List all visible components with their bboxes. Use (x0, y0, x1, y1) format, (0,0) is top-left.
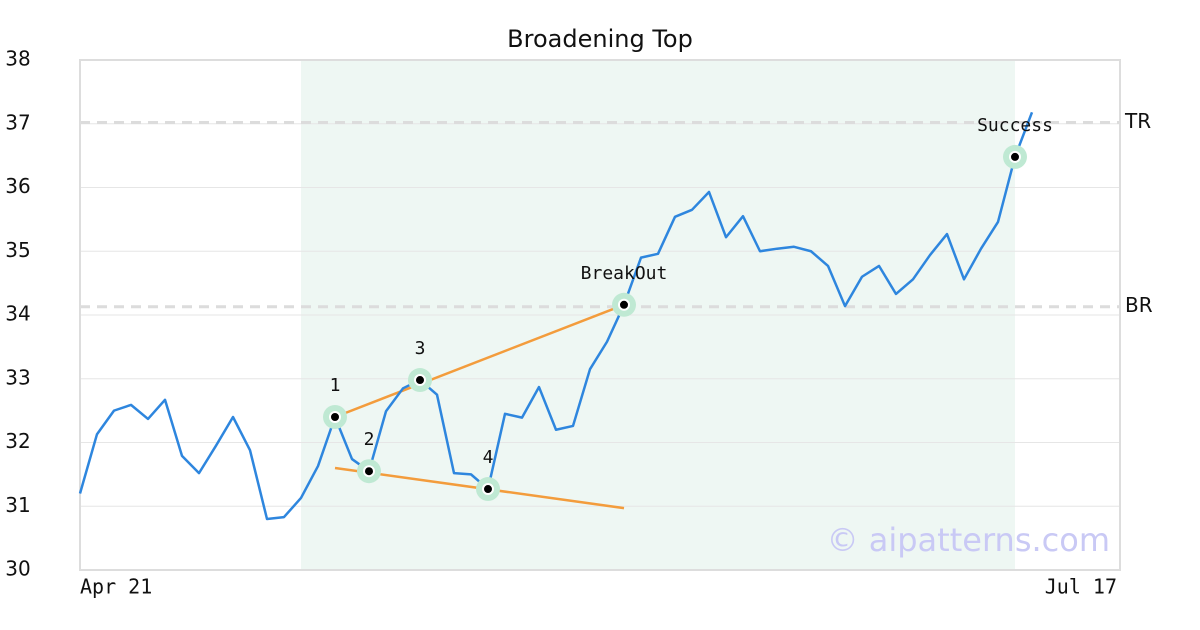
annotation-label: BreakOut (581, 263, 668, 284)
annotation-label: 3 (415, 338, 426, 359)
y-tick-label: 37 (5, 110, 30, 134)
annotation-label: 2 (364, 429, 375, 450)
trendline (334, 303, 625, 419)
y-tick-label: 30 (5, 557, 30, 581)
pattern-point (1009, 150, 1021, 163)
annotation-label: 1 (330, 375, 341, 396)
x-tick-label: Jul 17 (1045, 575, 1117, 599)
annotation-label: Success (977, 115, 1053, 136)
price-line (78, 111, 1034, 521)
pattern-point (482, 483, 494, 496)
y-tick-label: 36 (5, 174, 30, 198)
y-tick-label: 32 (5, 429, 30, 453)
y-tick-label: 35 (5, 238, 30, 262)
y-tick-label: 38 (5, 47, 30, 71)
reference-label: TR (1124, 109, 1151, 133)
x-tick-label: Apr 21 (80, 575, 152, 599)
y-tick-label: 34 (5, 302, 30, 326)
pattern-point (618, 298, 630, 311)
pattern-point (363, 465, 375, 478)
annotation-label: 4 (483, 447, 494, 468)
y-tick-label: 31 (5, 493, 30, 517)
plot-frame (79, 59, 1121, 571)
pattern-point (414, 374, 426, 387)
pattern-point (329, 411, 341, 423)
chart-title: Broadening Top (507, 25, 693, 53)
reference-label: BR (1125, 293, 1153, 317)
watermark: © aipatterns.com (827, 521, 1110, 559)
y-tick-label: 33 (5, 365, 30, 389)
